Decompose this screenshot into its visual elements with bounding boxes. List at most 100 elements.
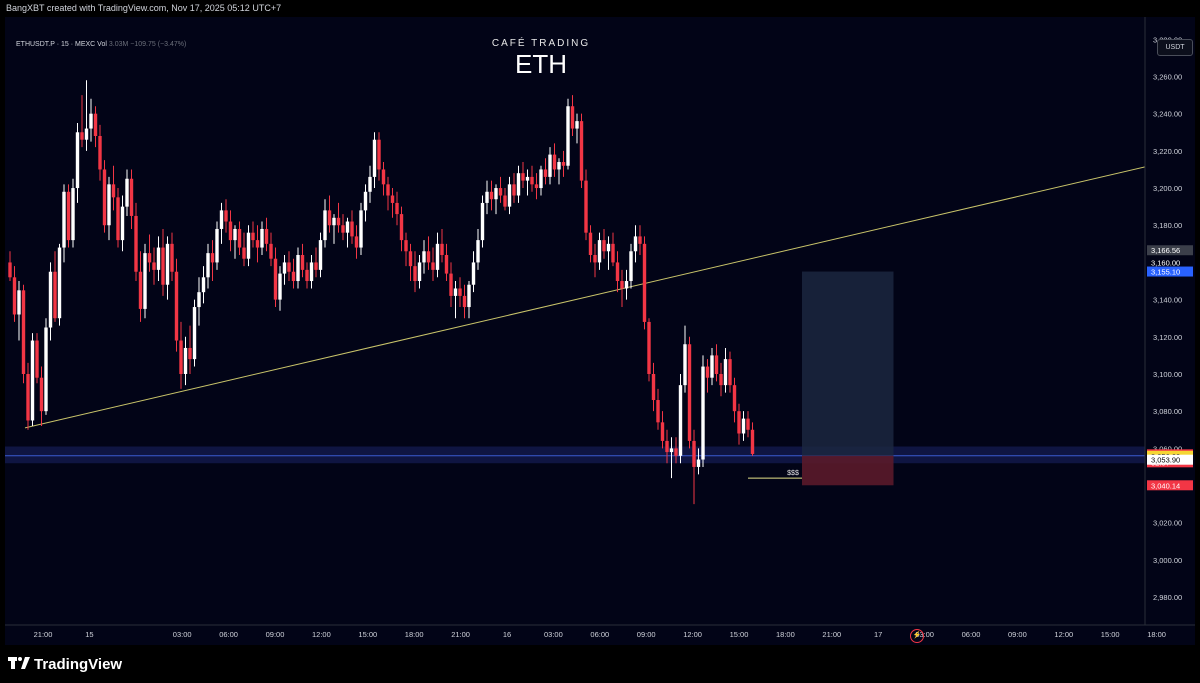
candle-body (579, 121, 584, 181)
change-value: −109.75 (−3.47%) (130, 41, 187, 48)
candle-body (521, 173, 525, 181)
candle-body (417, 262, 422, 282)
candle-body (413, 266, 417, 282)
x-tick-label: 12:00 (312, 630, 331, 639)
x-tick-label: 18:00 (1147, 630, 1166, 639)
attribution-bar: BangXBT created with TradingView.com, No… (0, 0, 1200, 17)
liquidity-label: $$$ (787, 470, 799, 477)
candle-body (503, 195, 507, 207)
x-tick-label: 06:00 (962, 630, 981, 639)
candle-body (314, 262, 318, 270)
candle-body (656, 400, 660, 423)
candle-body (534, 184, 539, 189)
candle-body (273, 258, 278, 300)
y-tick-label: 3,080.00 (1153, 407, 1182, 416)
trendline[interactable] (24, 166, 1146, 429)
candle-body (156, 247, 161, 270)
tradingview-logo[interactable]: TradingView (8, 655, 122, 673)
lightning-icon[interactable]: ⚡ (910, 629, 924, 643)
candle-body (575, 121, 579, 129)
candle-body (125, 178, 129, 207)
candle-body (84, 128, 89, 140)
candle-body (561, 162, 566, 166)
candle-body (269, 243, 273, 259)
candle-body (404, 240, 408, 252)
candle-body (264, 228, 269, 244)
candle-body (291, 271, 296, 282)
candle-body (80, 132, 84, 140)
candle-body (282, 262, 287, 274)
candle-body (683, 344, 687, 386)
candle-body (480, 202, 485, 241)
candle-body (719, 373, 723, 386)
candle-body (566, 106, 570, 166)
candle-body (57, 247, 62, 319)
candle-body (246, 232, 251, 259)
candle-body (201, 277, 206, 293)
candle-body (278, 273, 282, 300)
x-tick-label: 12:00 (683, 630, 702, 639)
candle-body (440, 243, 444, 255)
candle-body (647, 321, 651, 374)
candle-body (192, 307, 197, 360)
candle-body (228, 221, 233, 241)
candle-body (512, 184, 516, 196)
candle-body (386, 184, 390, 196)
candle-body (44, 327, 48, 412)
candle-body (116, 197, 120, 241)
candle-body (543, 169, 548, 177)
candle-body (233, 228, 237, 241)
candle-body (242, 247, 246, 259)
x-tick-label: 03:00 (173, 630, 192, 639)
chart-frame[interactable]: $$$3,280.003,260.003,240.003,220.003,200… (5, 17, 1195, 645)
candle-body (746, 418, 750, 430)
candle-body (584, 180, 588, 233)
x-tick-label: 06:00 (219, 630, 238, 639)
candle-body (165, 243, 170, 285)
candle-body (444, 254, 449, 274)
y-tick-label: 3,020.00 (1153, 519, 1182, 528)
candle-body (143, 253, 147, 309)
candle-body (138, 271, 143, 309)
candle-body (390, 195, 395, 203)
candle-body (327, 210, 332, 226)
price-chart[interactable]: $$$3,280.003,260.003,240.003,220.003,200… (5, 17, 1195, 645)
candle-body (17, 290, 21, 315)
candle-body (336, 217, 341, 226)
position-target-zone[interactable] (802, 271, 894, 456)
candle-body (62, 191, 66, 248)
currency-unit-button[interactable]: USDT (1157, 39, 1193, 56)
chart-background (5, 17, 1195, 645)
candle-body (705, 366, 710, 378)
candle-body (737, 411, 741, 434)
vol-value: 3.03M (108, 41, 129, 48)
price-label: 3,053.90 (1151, 456, 1180, 465)
x-tick-label: 21:00 (822, 630, 841, 639)
candle-body (669, 448, 674, 453)
candle-body (458, 288, 462, 296)
candle-body (71, 188, 75, 241)
price-label-bg (1147, 454, 1193, 465)
candle-body (318, 240, 323, 270)
price-label-bg (1147, 266, 1193, 277)
candle-body (224, 210, 228, 222)
candle-body (368, 176, 372, 192)
x-tick-label: 16 (503, 630, 511, 639)
candle-body (431, 262, 435, 270)
candle-body (489, 191, 494, 200)
candle-body (197, 292, 201, 308)
candle-body (710, 355, 714, 378)
candle-body (498, 188, 503, 196)
candle-body (525, 176, 530, 181)
x-tick-label: 03:00 (544, 630, 563, 639)
candle-body (471, 262, 476, 285)
price-label-bg (1147, 480, 1193, 491)
candle-body (516, 173, 521, 196)
candle-body (30, 340, 35, 421)
candle-body (219, 210, 224, 229)
y-tick-label: 3,060.00 (1153, 444, 1182, 453)
candle-body (539, 169, 543, 189)
support-zone[interactable] (5, 446, 1145, 464)
candle-body (453, 288, 458, 296)
position-stop-zone[interactable] (802, 455, 894, 486)
